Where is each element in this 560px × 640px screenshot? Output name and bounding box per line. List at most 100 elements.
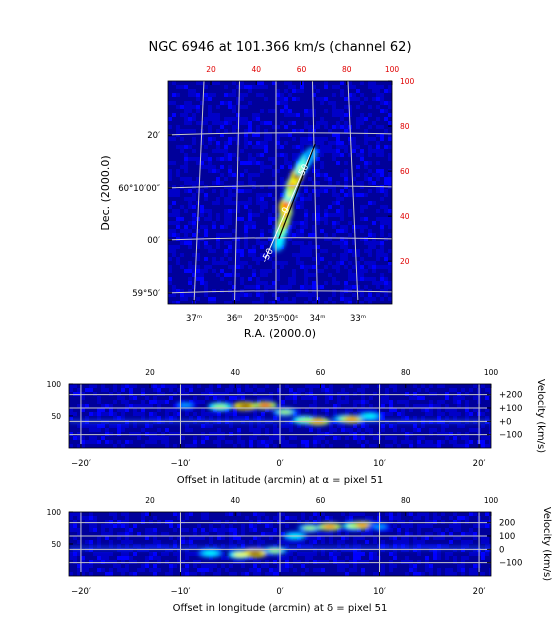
noise-cell bbox=[105, 404, 109, 408]
noise-cell bbox=[341, 400, 345, 404]
noise-cell bbox=[200, 137, 204, 141]
noise-cell bbox=[405, 548, 409, 552]
noise-cell bbox=[252, 85, 256, 89]
noise-cell bbox=[208, 125, 212, 129]
noise-cell bbox=[253, 560, 257, 564]
noise-cell bbox=[388, 181, 392, 185]
noise-cell bbox=[340, 173, 344, 177]
noise-cell bbox=[229, 424, 233, 428]
noise-cell bbox=[364, 269, 368, 273]
noise-cell bbox=[388, 281, 392, 285]
noise-cell bbox=[217, 568, 221, 572]
noise-cell bbox=[300, 193, 304, 197]
noise-cell bbox=[349, 428, 353, 432]
noise-cell bbox=[292, 241, 296, 245]
noise-cell bbox=[200, 141, 204, 145]
noise-cell bbox=[265, 532, 269, 536]
noise-cell bbox=[336, 209, 340, 213]
noise-cell bbox=[169, 536, 173, 540]
sky-map-top-tick-label: 20 bbox=[206, 65, 216, 74]
noise-cell bbox=[333, 404, 337, 408]
noise-cell bbox=[217, 416, 221, 420]
noise-cell bbox=[260, 121, 264, 125]
noise-cell bbox=[257, 572, 261, 576]
noise-cell bbox=[145, 544, 149, 548]
noise-cell bbox=[97, 544, 101, 548]
noise-cell bbox=[252, 161, 256, 165]
noise-cell bbox=[409, 512, 413, 516]
noise-cell bbox=[277, 436, 281, 440]
noise-cell bbox=[185, 392, 189, 396]
noise-cell bbox=[437, 408, 441, 412]
noise-cell bbox=[441, 412, 445, 416]
noise-cell bbox=[248, 221, 252, 225]
noise-cell bbox=[401, 408, 405, 412]
noise-cell bbox=[244, 161, 248, 165]
noise-cell bbox=[209, 412, 213, 416]
noise-cell bbox=[265, 564, 269, 568]
noise-cell bbox=[241, 528, 245, 532]
noise-cell bbox=[173, 416, 177, 420]
noise-cell bbox=[417, 528, 421, 532]
noise-cell bbox=[296, 97, 300, 101]
noise-cell bbox=[237, 392, 241, 396]
noise-cell bbox=[356, 253, 360, 257]
noise-cell bbox=[232, 209, 236, 213]
noise-cell bbox=[260, 293, 264, 297]
noise-cell bbox=[201, 408, 205, 412]
noise-cell bbox=[449, 388, 453, 392]
noise-cell bbox=[364, 133, 368, 137]
noise-cell bbox=[312, 225, 316, 229]
sky-map-ylabel: Dec. (2000.0) bbox=[99, 155, 112, 230]
noise-cell bbox=[372, 221, 376, 225]
noise-cell bbox=[293, 400, 297, 404]
noise-cell bbox=[393, 548, 397, 552]
noise-cell bbox=[316, 173, 320, 177]
noise-cell bbox=[268, 121, 272, 125]
noise-cell bbox=[129, 528, 133, 532]
noise-cell bbox=[397, 520, 401, 524]
noise-cell bbox=[380, 221, 384, 225]
noise-cell bbox=[365, 424, 369, 428]
noise-cell bbox=[236, 245, 240, 249]
noise-cell bbox=[244, 241, 248, 245]
noise-cell bbox=[461, 548, 465, 552]
noise-cell bbox=[336, 241, 340, 245]
noise-cell bbox=[265, 516, 269, 520]
noise-cell bbox=[224, 197, 228, 201]
noise-cell bbox=[201, 412, 205, 416]
noise-cell bbox=[457, 396, 461, 400]
noise-cell bbox=[325, 412, 329, 416]
noise-cell bbox=[153, 568, 157, 572]
noise-cell bbox=[264, 201, 268, 205]
noise-cell bbox=[349, 528, 353, 532]
noise-cell bbox=[257, 560, 261, 564]
noise-cell bbox=[121, 396, 125, 400]
noise-cell bbox=[69, 556, 73, 560]
noise-cell bbox=[453, 444, 457, 448]
noise-cell bbox=[336, 261, 340, 265]
noise-cell bbox=[372, 241, 376, 245]
noise-cell bbox=[252, 173, 256, 177]
noise-cell bbox=[161, 436, 165, 440]
noise-cell bbox=[217, 436, 221, 440]
noise-cell bbox=[292, 145, 296, 149]
noise-cell bbox=[248, 153, 252, 157]
noise-cell bbox=[260, 297, 264, 301]
noise-cell bbox=[328, 237, 332, 241]
noise-cell bbox=[340, 205, 344, 209]
noise-cell bbox=[292, 221, 296, 225]
noise-cell bbox=[273, 568, 277, 572]
noise-cell bbox=[285, 396, 289, 400]
noise-cell bbox=[200, 205, 204, 209]
noise-cell bbox=[185, 568, 189, 572]
noise-cell bbox=[384, 209, 388, 213]
noise-cell bbox=[312, 265, 316, 269]
noise-cell bbox=[360, 181, 364, 185]
noise-cell bbox=[240, 81, 244, 85]
noise-cell bbox=[461, 532, 465, 536]
noise-cell bbox=[221, 432, 225, 436]
noise-cell bbox=[256, 293, 260, 297]
noise-cell bbox=[288, 285, 292, 289]
noise-cell bbox=[340, 217, 344, 221]
